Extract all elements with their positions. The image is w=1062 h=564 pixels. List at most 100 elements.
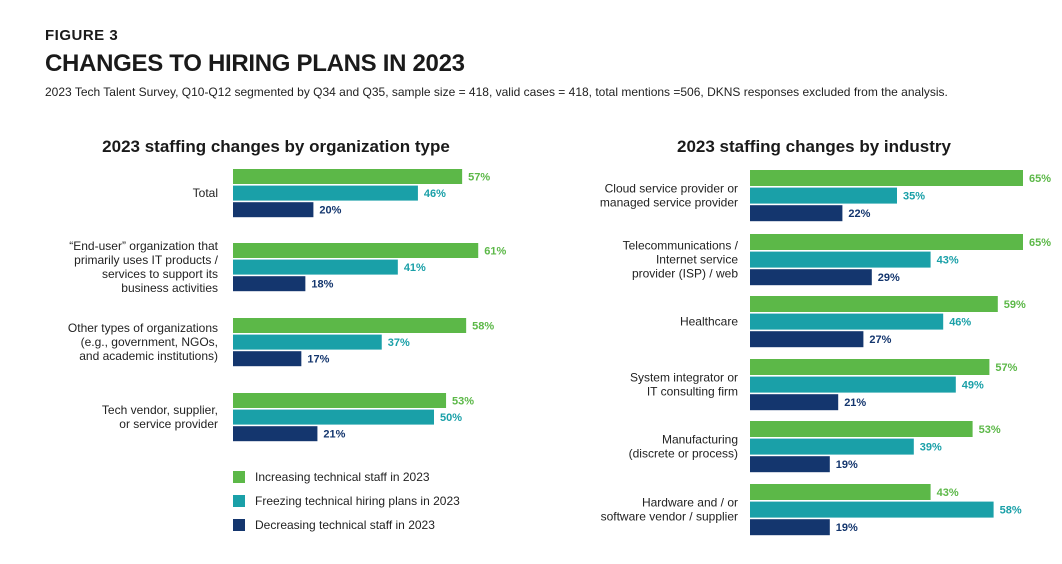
data-label-decreasing: 20%: [319, 205, 341, 217]
bar-decreasing: [750, 394, 839, 411]
legend-label-decreasing: Decreasing technical staff in 2023: [255, 518, 435, 532]
category-label-line: Telecommunications /: [623, 239, 739, 253]
bar-freezing: [233, 185, 418, 201]
bar-decreasing: [750, 269, 872, 286]
category-label: Cloud service provider or managed service…: [600, 182, 738, 210]
category-label-line: and academic institutions): [79, 349, 218, 363]
figure-label: FIGURE 3: [45, 27, 119, 44]
chart-title: 2023 staffing changes by industry: [677, 137, 952, 156]
data-label-increasing: 43%: [937, 487, 959, 499]
data-label-freezing: 41%: [404, 262, 426, 274]
category-label-line: primarily uses IT products /: [74, 253, 218, 267]
category-label-line: Total: [193, 186, 218, 200]
category-label-line: Healthcare: [680, 315, 738, 329]
bar-increasing: [750, 234, 1023, 250]
category-label-line: Hardware and / or: [642, 496, 738, 510]
data-label-freezing: 46%: [424, 188, 446, 200]
data-label-increasing: 53%: [979, 424, 1001, 436]
bar-freezing: [750, 187, 897, 204]
data-label-freezing: 37%: [388, 337, 410, 349]
figure-subtitle: 2023 Tech Talent Survey, Q10-Q12 segment…: [45, 85, 948, 99]
category-label: System integrator or IT consulting firm: [630, 371, 738, 399]
bar-increasing: [750, 421, 973, 437]
category-label-line: provider (ISP) / web: [632, 267, 738, 281]
data-label-freezing: 35%: [903, 191, 925, 203]
category-label-line: IT consulting firm: [647, 385, 738, 399]
data-label-decreasing: 17%: [307, 354, 329, 366]
data-label-increasing: 61%: [484, 246, 506, 258]
data-label-freezing: 39%: [920, 442, 942, 454]
bar-decreasing: [233, 276, 306, 292]
data-label-increasing: 57%: [995, 362, 1017, 374]
bar-freezing: [233, 259, 398, 275]
data-label-decreasing: 21%: [323, 429, 345, 441]
chart-industry: 2023 staffing changes by industry Cloud s…: [600, 137, 1051, 536]
data-label-freezing: 49%: [962, 380, 984, 392]
chart-title: 2023 staffing changes by organization ty…: [102, 137, 450, 156]
data-label-decreasing: 19%: [836, 522, 858, 534]
category-label: Other types of organizations (e.g., gover…: [68, 321, 218, 363]
category-label: Telecommunications / Internet service prov…: [623, 239, 739, 281]
data-label-freezing: 50%: [440, 412, 462, 424]
category-label-line: Tech vendor, supplier,: [102, 403, 218, 417]
category-label-line: (discrete or process): [629, 447, 738, 461]
data-label-increasing: 65%: [1029, 173, 1051, 185]
chart-organization-type: 2023 staffing changes by organization ty…: [68, 137, 506, 442]
category-label: Manufacturing (discrete or process): [629, 433, 738, 461]
data-label-increasing: 57%: [468, 172, 490, 184]
category-label: “End-user” organization that primarily us…: [69, 239, 218, 295]
bar-freezing: [233, 409, 434, 425]
bar-freezing: [750, 376, 956, 393]
category-label-line: Internet service: [656, 253, 738, 267]
data-label-decreasing: 21%: [844, 397, 866, 409]
data-label-decreasing: 22%: [848, 208, 870, 220]
data-label-freezing: 46%: [949, 317, 971, 329]
legend-swatch-freezing: [233, 495, 245, 507]
category-label-line: Manufacturing: [662, 433, 738, 447]
data-label-decreasing: 18%: [311, 279, 333, 291]
bar-freezing: [750, 438, 914, 455]
category-label: Tech vendor, supplier, or service provide…: [102, 403, 218, 431]
data-label-increasing: 65%: [1029, 237, 1051, 249]
category-label-line: business activities: [121, 281, 218, 295]
data-label-increasing: 53%: [452, 396, 474, 408]
bar-decreasing: [233, 426, 318, 442]
legend-swatch-increasing: [233, 471, 245, 483]
category-label: Hardware and / or software vendor / suppl…: [601, 496, 738, 524]
category-label-line: software vendor / supplier: [601, 510, 738, 524]
category-label: Total: [193, 186, 218, 200]
bar-decreasing: [233, 351, 302, 367]
data-label-decreasing: 29%: [878, 272, 900, 284]
category-label-line: managed service provider: [600, 196, 738, 210]
legend-swatch-decreasing: [233, 519, 245, 531]
category-label-line: “End-user” organization that: [69, 239, 218, 253]
category-label-line: System integrator or: [630, 371, 738, 385]
bar-decreasing: [233, 202, 314, 218]
bar-increasing: [750, 484, 931, 500]
data-label-increasing: 58%: [472, 321, 494, 333]
bar-decreasing: [750, 331, 864, 348]
category-label-line: or service provider: [119, 417, 218, 431]
category-label-line: Other types of organizations: [68, 321, 218, 335]
bar-increasing: [750, 296, 998, 312]
category-label-line: Cloud service provider or: [605, 182, 738, 196]
bar-increasing: [750, 170, 1023, 186]
data-label-freezing: 43%: [937, 255, 959, 267]
bar-decreasing: [750, 519, 830, 536]
figure-title: CHANGES TO HIRING PLANS IN 2023: [45, 50, 465, 77]
legend-label-freezing: Freezing technical hiring plans in 2023: [255, 494, 460, 508]
bar-increasing: [233, 318, 467, 333]
bar-freezing: [750, 501, 994, 518]
bar-increasing: [233, 393, 447, 408]
bar-freezing: [750, 251, 931, 268]
bar-decreasing: [750, 456, 830, 473]
bar-freezing: [233, 334, 382, 350]
data-label-freezing: 58%: [1000, 505, 1022, 517]
data-label-decreasing: 19%: [836, 459, 858, 471]
category-label-line: (e.g., government, NGOs,: [81, 335, 218, 349]
bar-increasing: [750, 359, 990, 375]
bar-increasing: [233, 243, 479, 258]
bar-increasing: [233, 169, 463, 184]
data-label-decreasing: 27%: [869, 334, 891, 346]
